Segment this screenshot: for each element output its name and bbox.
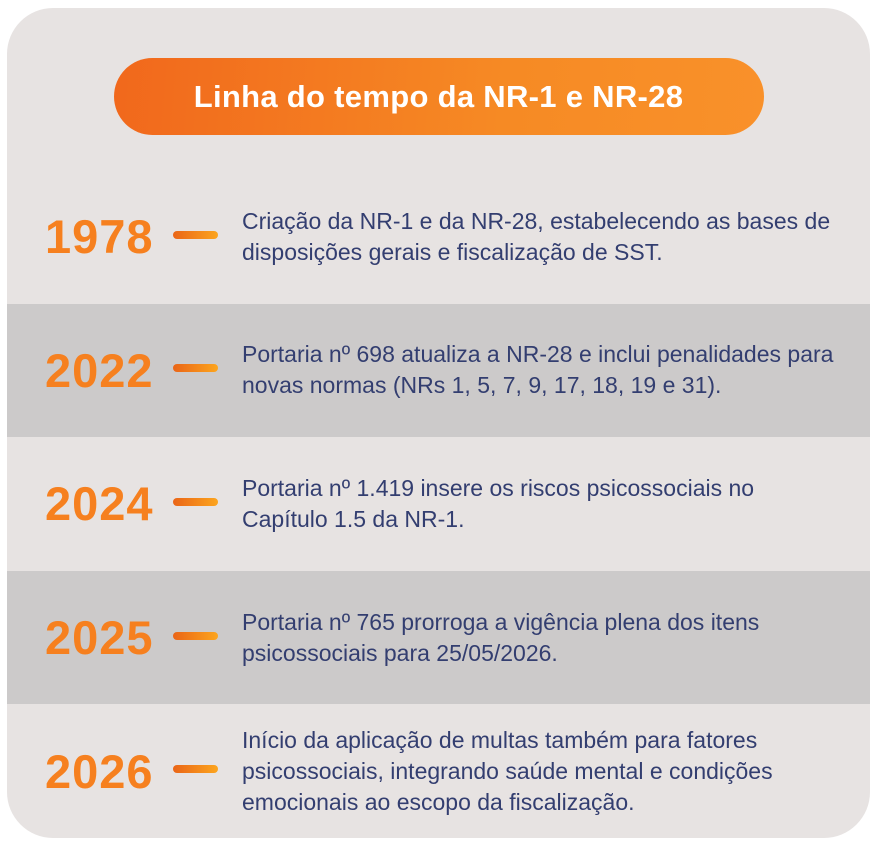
event-description: Portaria nº 698 atualiza a NR-28 e inclu… xyxy=(242,341,834,399)
timeline-row-2024: 2024 Portaria nº 1.419 insere os riscos … xyxy=(7,437,870,571)
event-description: Portaria nº 1.419 insere os riscos psico… xyxy=(242,474,755,532)
page-title: Linha do tempo da NR-1 e NR-28 xyxy=(193,78,684,114)
year-dash-icon xyxy=(173,765,218,774)
timeline-title-pill: Linha do tempo da NR-1 e NR-28 xyxy=(113,58,764,135)
year-dash-icon xyxy=(173,230,218,239)
year-label: 2022 xyxy=(45,343,154,397)
year-label: 1978 xyxy=(45,210,154,264)
event-description: Criação da NR-1 e da NR-28, estabelecend… xyxy=(242,207,831,265)
year-label: 2026 xyxy=(45,744,154,798)
timeline-row-1978: 1978 Criação da NR-1 e da NR-28, estabel… xyxy=(7,170,870,304)
event-description: Início da aplicação de multas também par… xyxy=(242,726,773,815)
year-dash-icon xyxy=(173,364,218,373)
year-dash-icon xyxy=(173,631,218,640)
timeline-row-2026: 2026 Início da aplicação de multas també… xyxy=(7,704,870,838)
year-label: 2024 xyxy=(45,477,154,531)
event-description: Portaria nº 765 prorroga a vigência plen… xyxy=(242,608,760,666)
timeline-row-2022: 2022 Portaria nº 698 atualiza a NR-28 e … xyxy=(7,303,870,438)
timeline-row-2025: 2025 Portaria nº 765 prorroga a vigência… xyxy=(7,570,870,705)
header-zone: Linha do tempo da NR-1 e NR-28 xyxy=(7,8,870,170)
year-label: 2025 xyxy=(45,611,154,665)
timeline-card: Linha do tempo da NR-1 e NR-28 1978 Cria… xyxy=(7,8,870,838)
year-dash-icon xyxy=(173,497,218,506)
